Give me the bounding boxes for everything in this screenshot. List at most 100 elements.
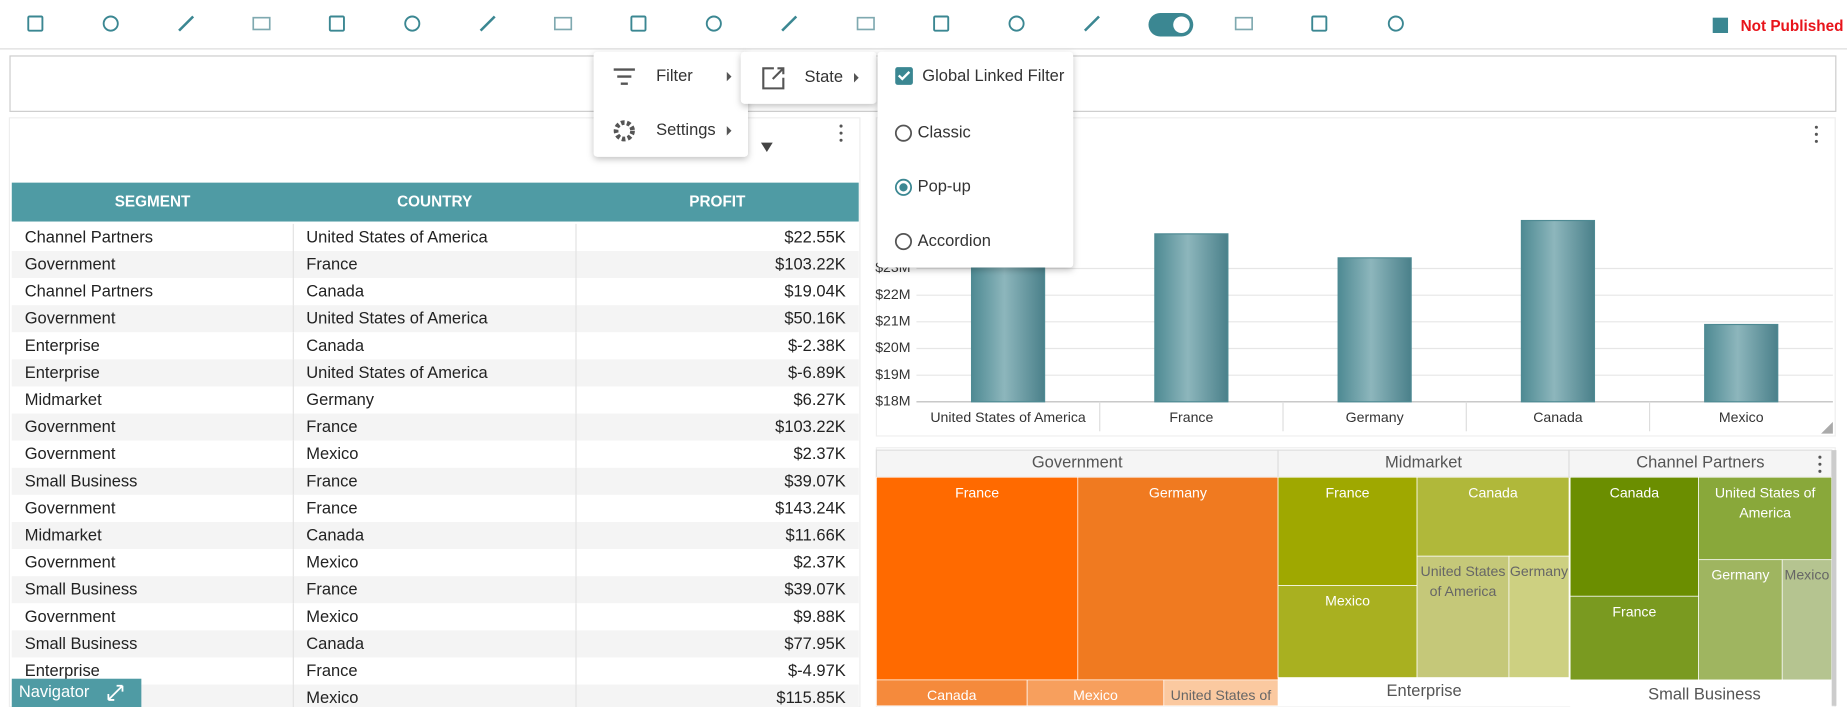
table-cell: Enterprise (25, 662, 100, 680)
treemap-group-label: Midmarket (1385, 453, 1462, 471)
cell-text: France (876, 477, 1077, 680)
panel-menu[interactable] (1815, 140, 1818, 143)
table-cell: Government (25, 499, 116, 517)
radio[interactable] (896, 125, 911, 140)
treemap-cell-label: United States of America (1699, 477, 1832, 559)
table-cell: Government (25, 255, 116, 273)
cell-text: Canada (1570, 477, 1698, 596)
treemap-cell-label: United States of (1164, 680, 1278, 706)
scrollbar[interactable] (1832, 450, 1837, 706)
y-tick-label: $22M (875, 286, 910, 302)
table-cell: Canada (306, 283, 365, 301)
cell-text: Mexico (1027, 680, 1164, 706)
treemap-cell-label: Canada (1417, 477, 1569, 556)
table-row (12, 251, 859, 278)
panel-menu[interactable] (840, 132, 843, 135)
menu-item[interactable]: State (805, 68, 843, 86)
table-row (12, 630, 859, 657)
table-row (12, 495, 859, 522)
table-cell: $9.88K (794, 608, 846, 626)
table-cell: $39.07K (784, 581, 845, 599)
treemap-cell-label: Germany (1509, 556, 1569, 677)
panel-menu[interactable] (1818, 456, 1821, 459)
menu-item[interactable]: Classic (918, 124, 971, 142)
x-tick-label: United States of America (930, 409, 1086, 425)
table-cell: $103.22K (775, 418, 846, 436)
treemap-cell-label: Mexico (1782, 560, 1831, 680)
table-cell: Germany (306, 391, 375, 409)
table-cell: Government (25, 310, 116, 328)
y-tick-label: $19M (875, 366, 910, 382)
radio[interactable] (896, 234, 911, 249)
column-header[interactable]: SEGMENT (115, 194, 191, 211)
table-cell: $2.37K (794, 554, 846, 572)
treemap-footer-label: Small Business (1648, 686, 1761, 704)
cell-text: Mexico (1782, 560, 1831, 680)
cell-text: Mexico (1278, 586, 1417, 678)
menu-item[interactable]: Global Linked Filter (922, 67, 1065, 85)
treemap-cell-label: France (876, 477, 1077, 680)
treemap-group-label: Government (1032, 453, 1123, 471)
table-cell: Small Business (25, 581, 138, 599)
table-cell: Small Business (25, 472, 138, 490)
table-cell: $11.66K (786, 526, 846, 544)
table-cell: $-6.89K (788, 364, 846, 382)
column-header[interactable]: COUNTRY (397, 194, 472, 211)
panel-menu[interactable] (1815, 133, 1818, 136)
table-cell: France (306, 581, 357, 599)
bar[interactable] (1155, 234, 1228, 402)
table-cell: France (306, 472, 357, 490)
navigator-label[interactable]: Navigator (19, 683, 90, 701)
menu-item[interactable]: Pop-up (918, 178, 971, 196)
table-cell: $19.04K (784, 283, 845, 301)
column-header[interactable]: PROFIT (689, 194, 746, 211)
table-cell: $115.85K (776, 689, 845, 707)
bar[interactable] (1338, 258, 1411, 402)
x-tick-label: Germany (1346, 409, 1405, 425)
table-cell: Government (25, 608, 116, 626)
treemap-group-label: Channel Partners (1636, 453, 1764, 471)
table-cell: France (306, 418, 357, 436)
table-cell: France (306, 499, 357, 517)
menu-item[interactable]: Filter (656, 67, 693, 85)
table-cell: Government (25, 418, 116, 436)
menu-item[interactable]: Accordion (918, 232, 991, 250)
y-tick-label: $18M (875, 393, 910, 409)
radio-dot (899, 183, 907, 191)
bar[interactable] (1521, 221, 1594, 402)
treemap-cell-label: Germany (1699, 560, 1783, 680)
table-row (12, 468, 859, 495)
table-cell: United States of America (306, 310, 488, 328)
treemap-cell-label: United States of America (1417, 556, 1509, 677)
table-cell: $2.37K (794, 445, 846, 463)
table-row (12, 441, 859, 468)
table-cell: $39.07K (784, 472, 845, 490)
treemap-cell-label: Mexico (1278, 586, 1417, 678)
table-cell: Mexico (306, 554, 358, 572)
bar[interactable] (1705, 324, 1778, 401)
table-cell: $-4.97K (788, 662, 846, 680)
menu-item[interactable]: Settings (656, 121, 716, 139)
table-cell: Midmarket (25, 391, 102, 409)
cell-text: Canada (876, 680, 1027, 706)
table-cell: Channel Partners (25, 228, 153, 246)
x-tick-label: Mexico (1719, 409, 1764, 425)
cell-text: United States of America (1699, 477, 1832, 559)
table-cell: France (306, 255, 357, 273)
panel-menu[interactable] (1818, 463, 1821, 466)
panel-menu[interactable] (840, 125, 843, 128)
table-row (12, 386, 859, 413)
cell-text: United States of (1164, 680, 1278, 706)
table-cell: $143.24K (775, 499, 846, 517)
panel-menu[interactable] (1815, 126, 1818, 129)
cell-text: France (1570, 596, 1698, 680)
table-cell: United States of America (306, 228, 488, 246)
panel-menu[interactable] (840, 139, 843, 142)
table-cell: Mexico (306, 608, 358, 626)
table-cell: $103.22K (775, 255, 846, 273)
toggle-knob[interactable] (1173, 16, 1189, 32)
table-cell: Canada (306, 526, 365, 544)
cell-text: Canada (1417, 477, 1569, 556)
panel-menu[interactable] (1818, 470, 1821, 473)
